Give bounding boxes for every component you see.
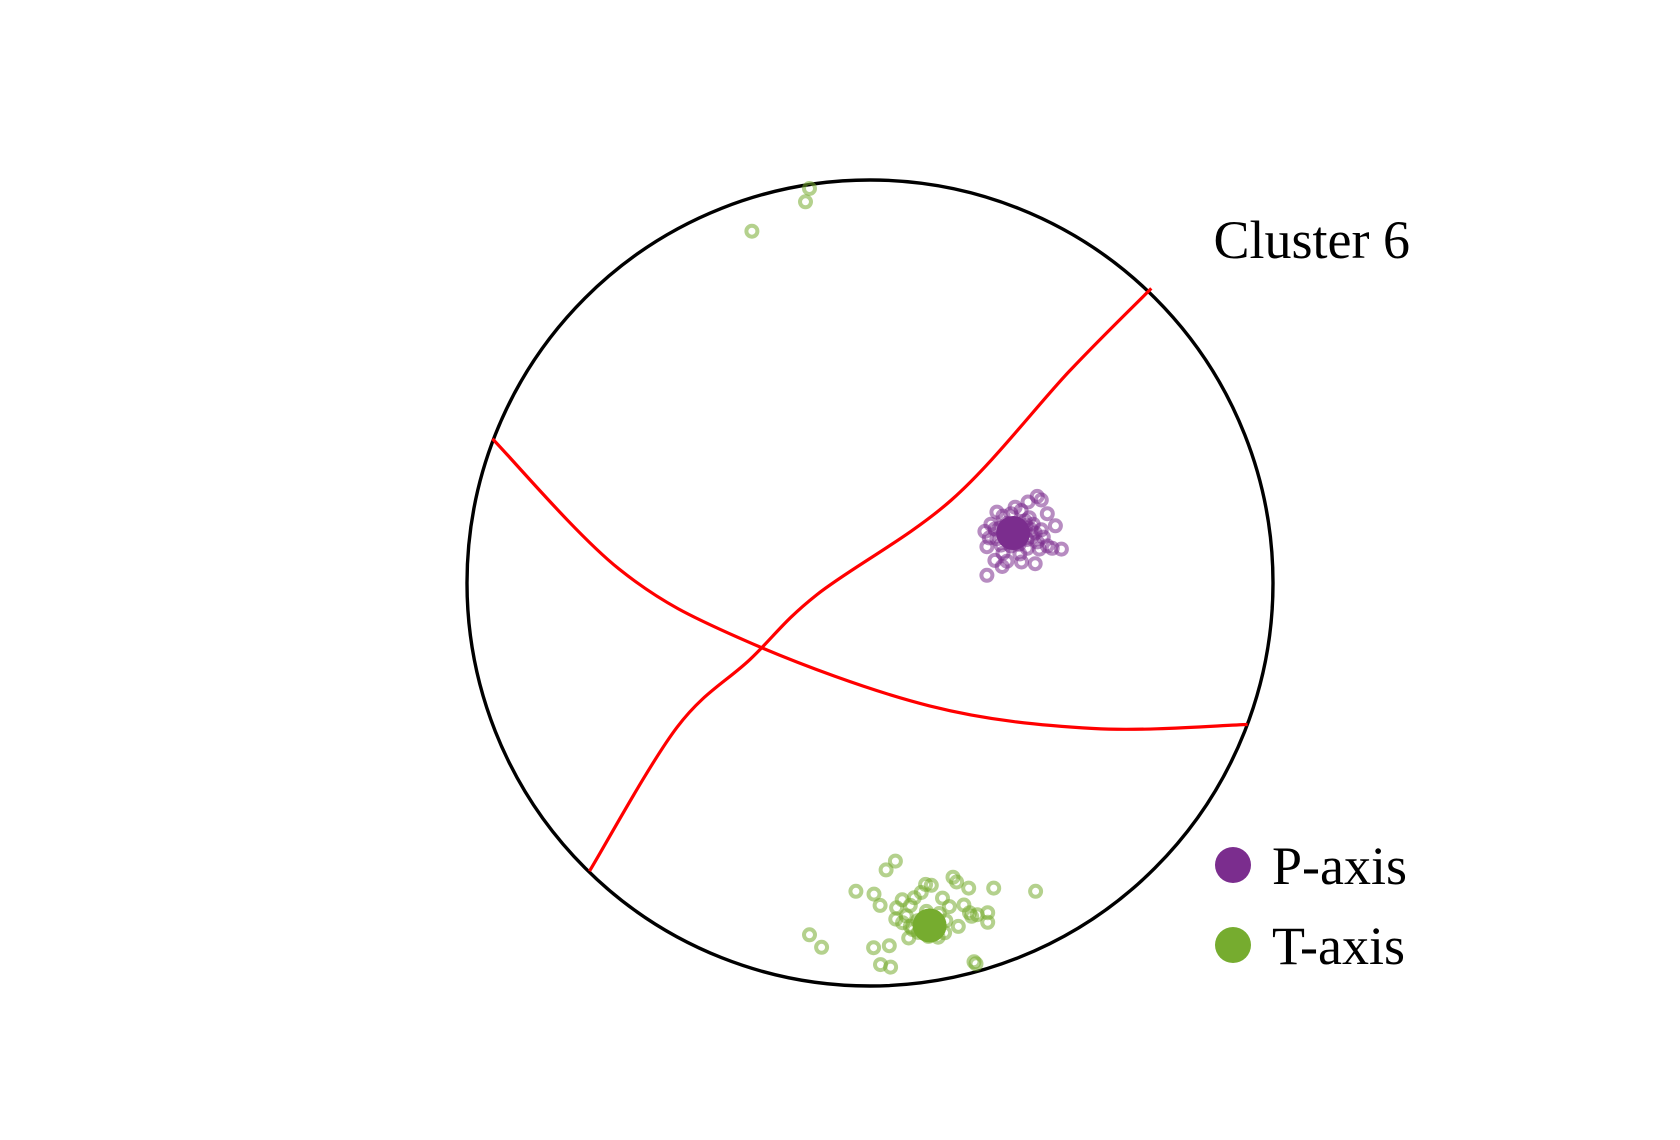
data-points bbox=[744, 181, 1069, 975]
t-axis-point bbox=[986, 880, 1002, 896]
t-axis-point bbox=[961, 880, 977, 896]
t-axis-point bbox=[873, 957, 888, 973]
t-axis-point bbox=[941, 899, 957, 915]
t-axis-point bbox=[802, 927, 817, 943]
legend-marker-t-axis bbox=[1215, 927, 1251, 963]
t-axis-point bbox=[966, 954, 982, 970]
legend-label-t-axis: T-axis bbox=[1272, 916, 1405, 976]
p-axis-point bbox=[1039, 506, 1055, 522]
t-axis-point bbox=[980, 914, 996, 930]
t-axis-point bbox=[949, 874, 965, 890]
p-axis-point bbox=[994, 559, 1010, 574]
t-axis-point bbox=[848, 883, 864, 899]
p-axis-point bbox=[1047, 518, 1063, 534]
t-axis-point bbox=[950, 918, 966, 934]
p-axis-point bbox=[1020, 494, 1036, 510]
t-axis-point bbox=[802, 181, 817, 196]
p-axis-point bbox=[981, 530, 997, 546]
t-axis-point bbox=[923, 877, 939, 893]
chart-title: Cluster 6 bbox=[1214, 210, 1411, 270]
t-axis-point bbox=[901, 930, 917, 946]
t-axis-point bbox=[881, 938, 897, 954]
p-axis-mean-point bbox=[996, 516, 1031, 550]
t-axis-point bbox=[798, 194, 813, 210]
p-axis-point bbox=[989, 504, 1005, 520]
p-axis-point bbox=[1027, 556, 1043, 572]
t-axis-point bbox=[878, 862, 894, 878]
legend-label-p-axis: P-axis bbox=[1272, 836, 1407, 896]
t-axis-point bbox=[964, 908, 980, 924]
p-axis-point bbox=[1014, 554, 1029, 570]
nodal-plane-1 bbox=[588, 287, 1153, 872]
p-axis-point bbox=[979, 567, 995, 583]
t-axis-point bbox=[1028, 883, 1044, 899]
t-axis-point bbox=[887, 853, 903, 869]
t-axis-point bbox=[935, 890, 950, 906]
t-axis-point bbox=[744, 223, 760, 239]
legend: P-axis T-axis bbox=[1215, 836, 1407, 976]
stereonet-outline bbox=[465, 178, 1275, 988]
t-axis-point bbox=[866, 886, 882, 902]
t-axis-mean-point bbox=[912, 908, 947, 943]
nodal-plane-2 bbox=[491, 437, 1248, 731]
t-axis-point bbox=[866, 940, 882, 956]
legend-marker-p-axis bbox=[1215, 847, 1251, 883]
t-axis-point bbox=[888, 911, 904, 927]
t-axis-point bbox=[872, 897, 888, 913]
nodal-planes bbox=[491, 287, 1248, 872]
p-axis-point bbox=[1044, 540, 1060, 556]
t-axis-point bbox=[814, 939, 830, 955]
